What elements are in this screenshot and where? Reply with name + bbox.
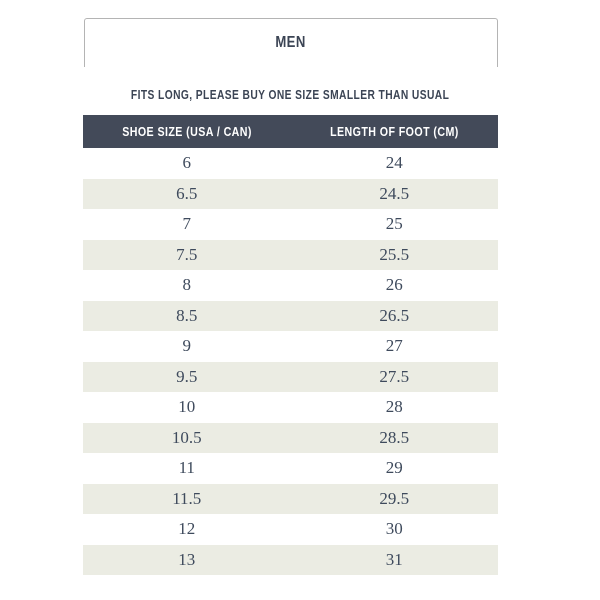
- foot-length-cell: 28.5: [290, 422, 498, 453]
- shoe-size-cell: 11: [83, 453, 291, 484]
- table-row: 6 24: [83, 148, 498, 179]
- shoe-size-cell: 6.5: [83, 178, 291, 209]
- size-table-header: SHOE SIZE (USA / CAN) LENGTH OF FOOT (CM…: [83, 115, 498, 148]
- shoe-size-cell: 11.5: [83, 483, 291, 514]
- foot-length-cell: 30: [290, 514, 498, 545]
- tab-men[interactable]: MEN: [84, 18, 498, 67]
- table-row: 12 30: [83, 514, 498, 545]
- table-row: 11.5 29.5: [83, 483, 498, 514]
- size-chart-panel: MEN FITS LONG, PLEASE BUY ONE SIZE SMALL…: [83, 18, 498, 575]
- table-row: 6.5 24.5: [83, 178, 498, 209]
- foot-length-cell: 24.5: [290, 178, 498, 209]
- column-header-foot-length: LENGTH OF FOOT (CM): [290, 115, 498, 148]
- table-row: 9 27: [83, 331, 498, 362]
- table-row: 10 28: [83, 392, 498, 423]
- table-row: 7.5 25.5: [83, 239, 498, 270]
- foot-length-cell: 27.5: [290, 361, 498, 392]
- shoe-size-cell: 7.5: [83, 239, 291, 270]
- foot-length-cell: 31: [290, 544, 498, 575]
- foot-length-cell: 27: [290, 331, 498, 362]
- shoe-size-cell: 10.5: [83, 422, 291, 453]
- column-header-foot-length-label: LENGTH OF FOOT (CM): [329, 124, 459, 139]
- shoe-size-cell: 12: [83, 514, 291, 545]
- foot-length-cell: 25.5: [290, 239, 498, 270]
- foot-length-cell: 29: [290, 453, 498, 484]
- shoe-size-cell: 9.5: [83, 361, 291, 392]
- fit-advice-text: FITS LONG, PLEASE BUY ONE SIZE SMALLER T…: [131, 88, 450, 102]
- foot-length-cell: 28: [290, 392, 498, 423]
- size-table-body: 6 24 6.5 24.5 7 25 7.5 25.5 8 26 8.5 26.…: [83, 148, 498, 575]
- column-header-shoe-size: SHOE SIZE (USA / CAN): [83, 115, 291, 148]
- shoe-size-cell: 9: [83, 331, 291, 362]
- shoe-size-cell: 8: [83, 270, 291, 301]
- foot-length-cell: 24: [290, 148, 498, 179]
- shoe-size-cell: 6: [83, 148, 291, 179]
- header-row: SHOE SIZE (USA / CAN) LENGTH OF FOOT (CM…: [83, 115, 498, 148]
- shoe-size-cell: 13: [83, 544, 291, 575]
- shoe-size-cell: 8.5: [83, 300, 291, 331]
- table-row: 7 25: [83, 209, 498, 240]
- table-row: 8.5 26.5: [83, 300, 498, 331]
- fit-advice: FITS LONG, PLEASE BUY ONE SIZE SMALLER T…: [83, 86, 498, 104]
- foot-length-cell: 25: [290, 209, 498, 240]
- shoe-size-cell: 10: [83, 392, 291, 423]
- size-table: SHOE SIZE (USA / CAN) LENGTH OF FOOT (CM…: [83, 115, 498, 575]
- foot-length-cell: 26.5: [290, 300, 498, 331]
- table-row: 8 26: [83, 270, 498, 301]
- foot-length-cell: 29.5: [290, 483, 498, 514]
- table-row: 9.5 27.5: [83, 361, 498, 392]
- tab-men-label: MEN: [275, 34, 307, 51]
- table-row: 13 31: [83, 544, 498, 575]
- column-header-shoe-size-label: SHOE SIZE (USA / CAN): [121, 124, 252, 139]
- foot-length-cell: 26: [290, 270, 498, 301]
- table-row: 10.5 28.5: [83, 422, 498, 453]
- shoe-size-cell: 7: [83, 209, 291, 240]
- table-row: 11 29: [83, 453, 498, 484]
